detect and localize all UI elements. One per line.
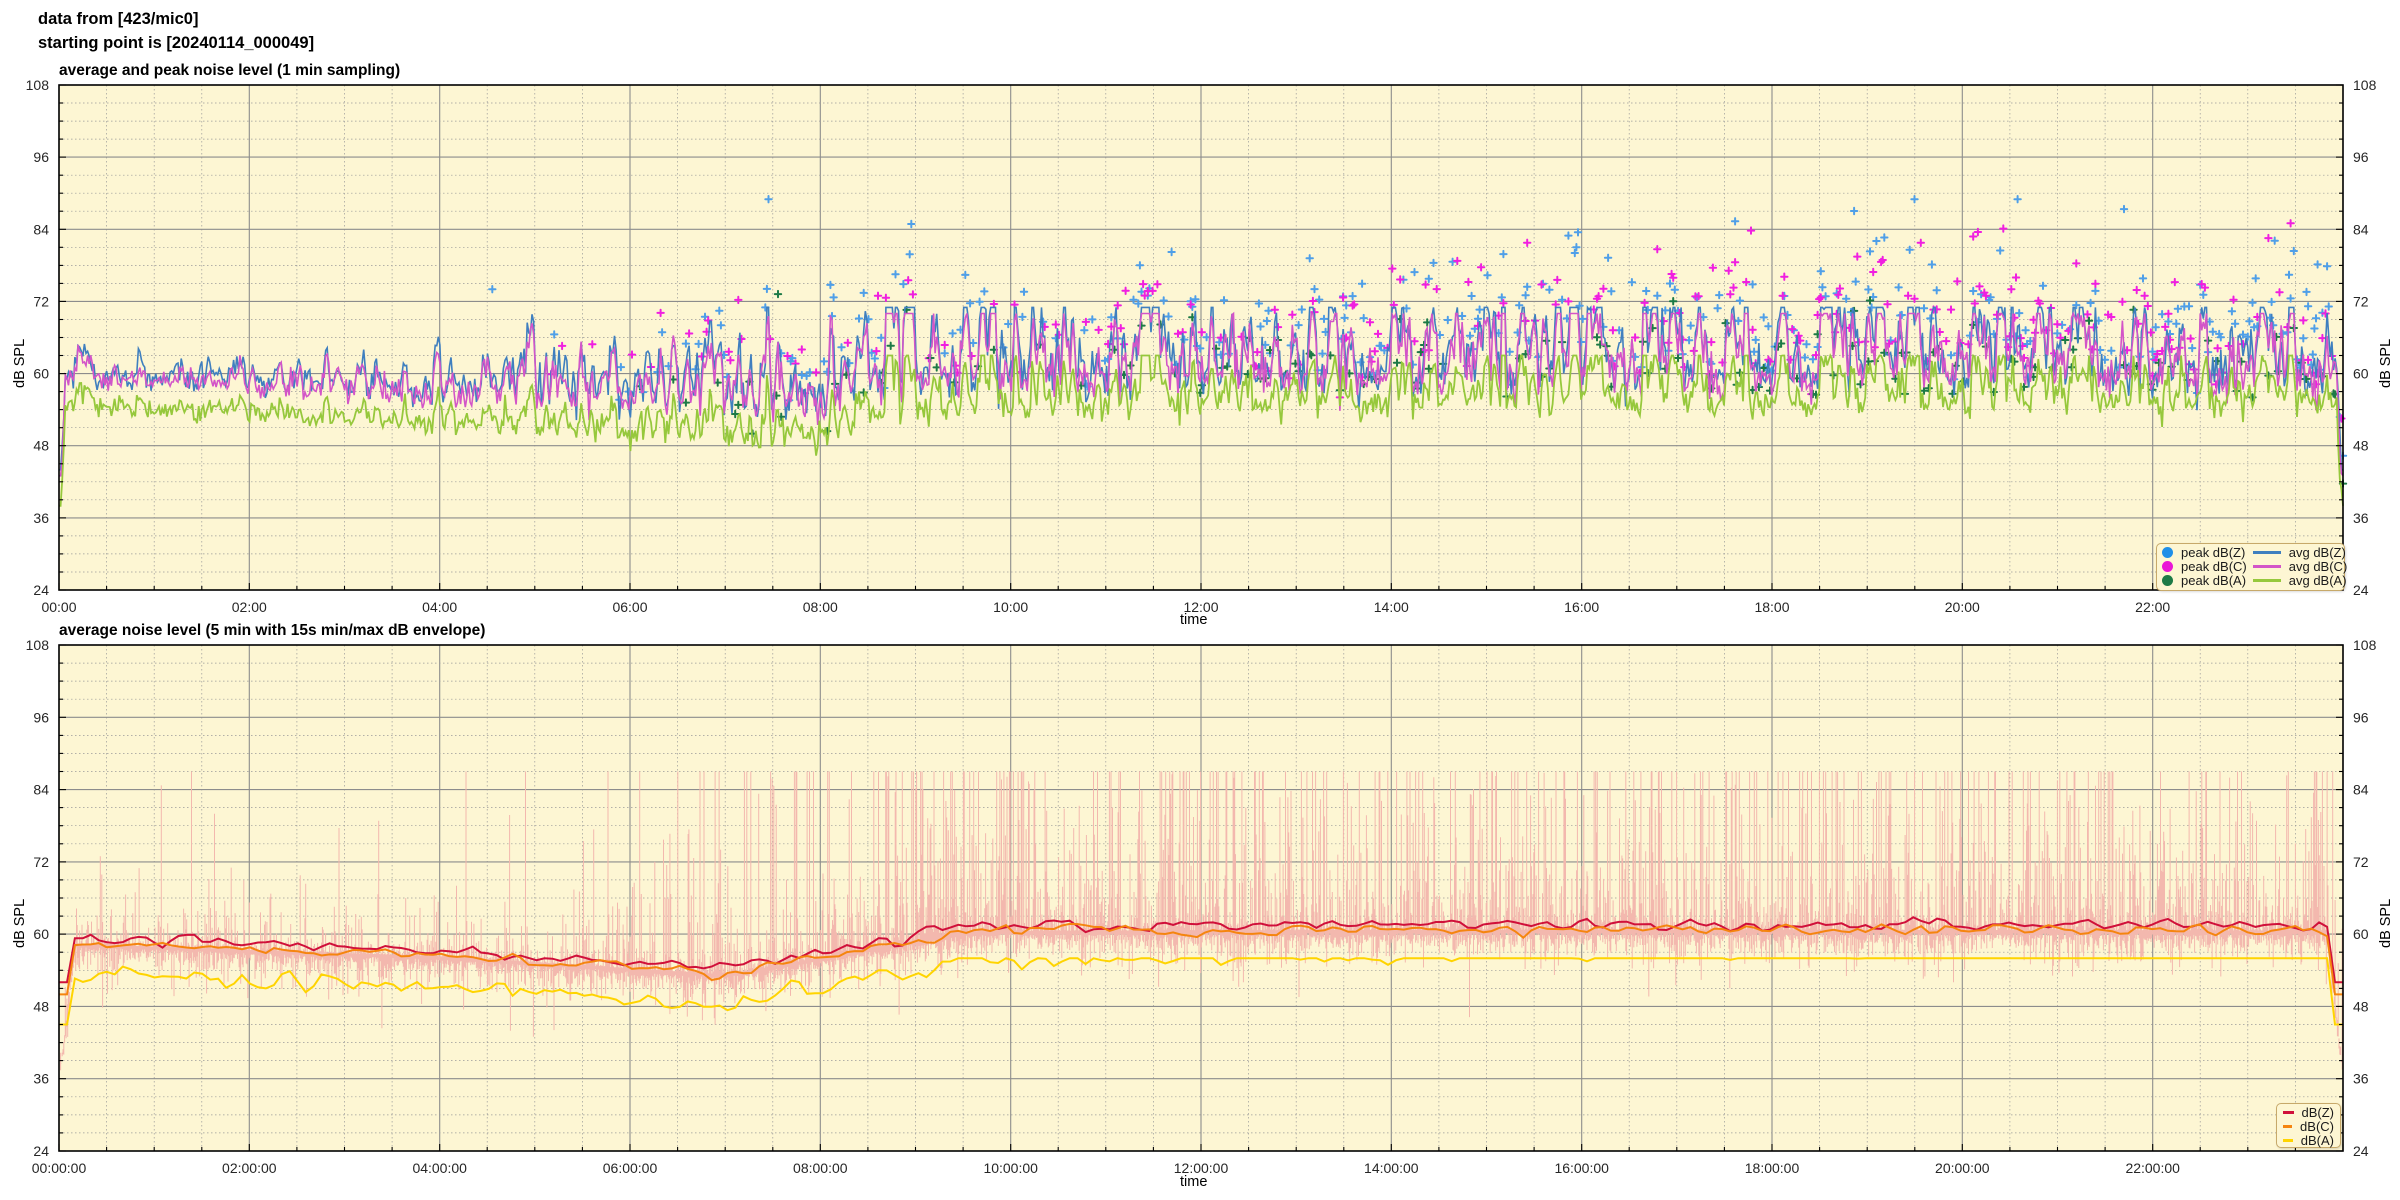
svg-text:72: 72: [2353, 854, 2369, 870]
svg-text:02:00:00: 02:00:00: [222, 1160, 277, 1176]
svg-text:04:00:00: 04:00:00: [412, 1160, 467, 1176]
svg-text:108: 108: [2353, 637, 2377, 653]
svg-text:84: 84: [2353, 782, 2369, 798]
svg-text:48: 48: [33, 998, 49, 1014]
svg-text:24: 24: [2353, 1143, 2369, 1159]
svg-text:96: 96: [2353, 709, 2369, 725]
svg-text:108: 108: [26, 637, 50, 653]
svg-text:00:00:00: 00:00:00: [32, 1160, 87, 1176]
svg-text:10:00:00: 10:00:00: [983, 1160, 1038, 1176]
svg-text:20:00:00: 20:00:00: [1935, 1160, 1990, 1176]
svg-text:72: 72: [33, 854, 49, 870]
svg-text:22:00:00: 22:00:00: [2125, 1160, 2180, 1176]
svg-text:60: 60: [2353, 926, 2369, 942]
svg-text:18:00:00: 18:00:00: [1745, 1160, 1800, 1176]
svg-text:16:00:00: 16:00:00: [1554, 1160, 1609, 1176]
svg-text:14:00:00: 14:00:00: [1364, 1160, 1419, 1176]
svg-text:36: 36: [2353, 1071, 2369, 1087]
svg-text:84: 84: [33, 782, 49, 798]
svg-text:60: 60: [33, 926, 49, 942]
svg-text:36: 36: [33, 1071, 49, 1087]
svg-text:48: 48: [2353, 998, 2369, 1014]
svg-text:24: 24: [33, 1143, 49, 1159]
svg-text:96: 96: [33, 709, 49, 725]
svg-text:06:00:00: 06:00:00: [603, 1160, 658, 1176]
svg-text:08:00:00: 08:00:00: [793, 1160, 848, 1176]
